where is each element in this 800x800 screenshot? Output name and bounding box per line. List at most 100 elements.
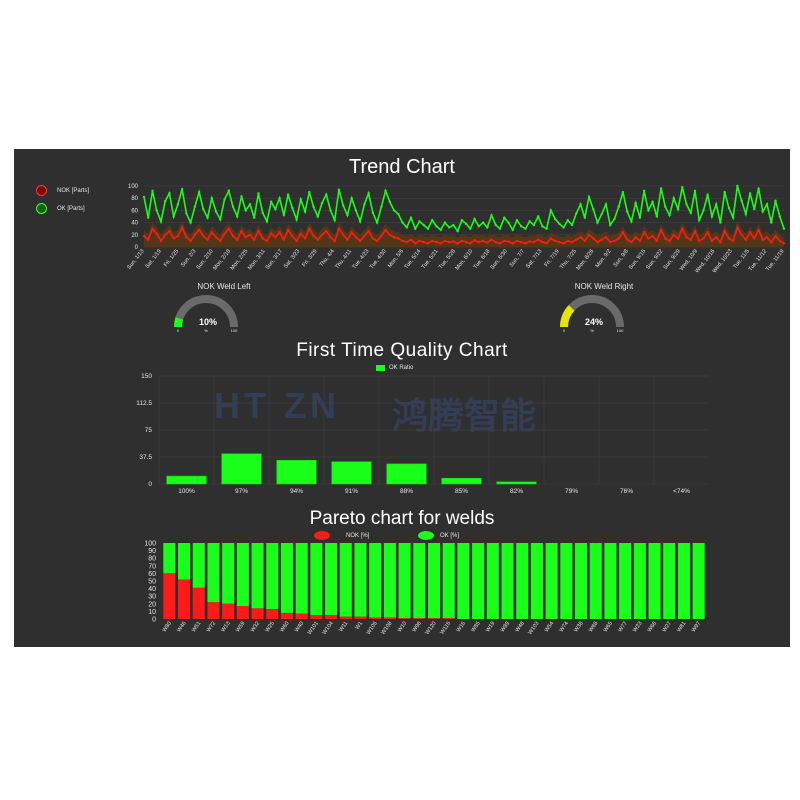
trend-nok-point [596, 240, 599, 244]
trend-y-tick-label: 100 [128, 184, 139, 190]
trend-legend-ok[interactable]: OK [Parts] [36, 203, 85, 214]
trend-ok-point [214, 210, 218, 213]
trend-x-tick-label: Tue, 5/21 [421, 249, 440, 271]
trend-ok-point [202, 207, 205, 211]
trend-ok-point [312, 205, 315, 208]
trend-ok-point [282, 214, 286, 217]
trend-nok-point [714, 236, 718, 239]
ftq-legend[interactable]: OK Ratio [376, 365, 413, 371]
trend-nok-point [558, 240, 561, 244]
trend-ok-point [723, 190, 726, 194]
trend-ok-point [659, 187, 663, 190]
trend-nok-point [354, 236, 358, 239]
trend-x-tick-label: Sat, 3/23 [283, 249, 301, 270]
trend-nok-point [647, 237, 650, 240]
trend-nok-point [426, 242, 430, 245]
trend-nok-point [604, 236, 608, 239]
trend-nok-point [659, 228, 663, 232]
trend-ok-point [168, 192, 171, 195]
trend-nok-point [431, 239, 434, 243]
pareto-ok-bar [472, 543, 485, 619]
ftq-y-tick-label: 112.5 [136, 400, 152, 407]
trend-ok-point [596, 221, 599, 224]
pareto-x-tick-label: W48 [514, 621, 525, 634]
pareto-x-tick-label: W66 [647, 621, 658, 634]
trend-nok-point [447, 240, 451, 244]
pareto-ok-bar [310, 543, 323, 616]
trend-ok-point [553, 217, 557, 221]
trend-ok-point [545, 227, 548, 230]
trend-nok-point [583, 239, 586, 243]
trend-x-tick-label: Mon, 3/11 [247, 249, 267, 272]
ftq-x-tick-label: 85% [455, 488, 468, 495]
trend-ok-point [770, 221, 773, 224]
pareto-legend-ok-label: OK [%] [440, 532, 460, 539]
trend-nok-point [689, 238, 692, 241]
trend-nok-point [532, 240, 536, 244]
pareto-x-tick-label: W81 [676, 621, 687, 634]
pareto-x-tick-label: W54 [544, 621, 555, 634]
trend-nok-point [329, 236, 332, 239]
pareto-ok-bar [530, 543, 543, 619]
pareto-x-tick-label: W38 [573, 621, 584, 634]
trend-ok-point [651, 200, 654, 204]
trend-nok-point [503, 239, 506, 243]
trend-ok-point [176, 203, 180, 206]
trend-ok-point [477, 225, 481, 228]
trend-ok-point [706, 193, 709, 196]
trend-nok-point [613, 239, 616, 243]
pareto-legend-ok[interactable]: OK [%] [418, 531, 459, 540]
trend-ok-point [621, 190, 625, 194]
trend-ok-point [414, 227, 417, 230]
trend-ok-point [498, 227, 502, 230]
pareto-nok-bar [192, 587, 205, 619]
trend-nok-point [536, 238, 540, 241]
trend-nok-point [642, 231, 646, 234]
trend-ok-point [185, 212, 188, 215]
trend-nok-point [765, 236, 769, 239]
pareto-x-tick-label: W40 [294, 621, 305, 634]
trend-ok-point [363, 203, 366, 206]
trend-nok-point [443, 239, 447, 243]
pareto-x-tick-label: W10 [397, 621, 408, 634]
trend-ok-point [570, 223, 574, 227]
trend-nok-point [401, 239, 404, 243]
pareto-nok-bar [354, 616, 367, 619]
pareto-ok-bar [339, 543, 352, 617]
trend-ok-point [617, 205, 620, 208]
pareto-x-tick-label: W16 [456, 621, 467, 634]
ftq-bar [221, 453, 262, 485]
pareto-y-tick-label: 10 [148, 609, 156, 616]
gauge-unit-label: % [590, 328, 594, 333]
trend-ok-point [456, 229, 459, 233]
trend-ok-point [210, 197, 214, 200]
trend-nok-point [219, 239, 222, 243]
trend-nok-point [456, 242, 459, 245]
trend-nok-point [706, 231, 709, 234]
pareto-x-tick-label: W85 [470, 621, 481, 634]
trend-ok-point [447, 226, 451, 229]
trend-ok-point [303, 210, 307, 213]
pareto-y-tick-label: 100 [144, 541, 156, 548]
trend-ok-point [710, 215, 714, 218]
trend-ok-point [719, 221, 722, 224]
pareto-ok-bar [413, 543, 426, 619]
trend-ok-point [375, 221, 379, 224]
trend-nok-point [231, 234, 235, 238]
trend-legend-nok[interactable]: NOK [Parts] [36, 185, 89, 196]
ftq-chart: 0 37.5 75 112.5 150 100% 97% 94% 91% 88% 85% 82% 79%… [136, 373, 709, 495]
pareto-nok-bar [369, 617, 382, 619]
trend-nok-point [180, 226, 184, 229]
trend-nok-point [736, 226, 739, 229]
pareto-legend-nok[interactable]: NOK [%] [314, 531, 369, 540]
trend-y-tick-label: 60 [131, 208, 138, 214]
gauge-min-label: 0 [177, 328, 180, 333]
pareto-y-tick-label: 0 [152, 617, 156, 624]
pareto-y-tick-label: 70 [148, 563, 156, 570]
trend-nok-point [418, 239, 421, 243]
trend-ok-point [757, 187, 760, 190]
pareto-x-tick-label: W74 [559, 621, 570, 634]
trend-ok-point [486, 226, 489, 229]
trend-ok-point [329, 209, 332, 212]
pareto-x-tick-label: W11 [338, 621, 349, 633]
